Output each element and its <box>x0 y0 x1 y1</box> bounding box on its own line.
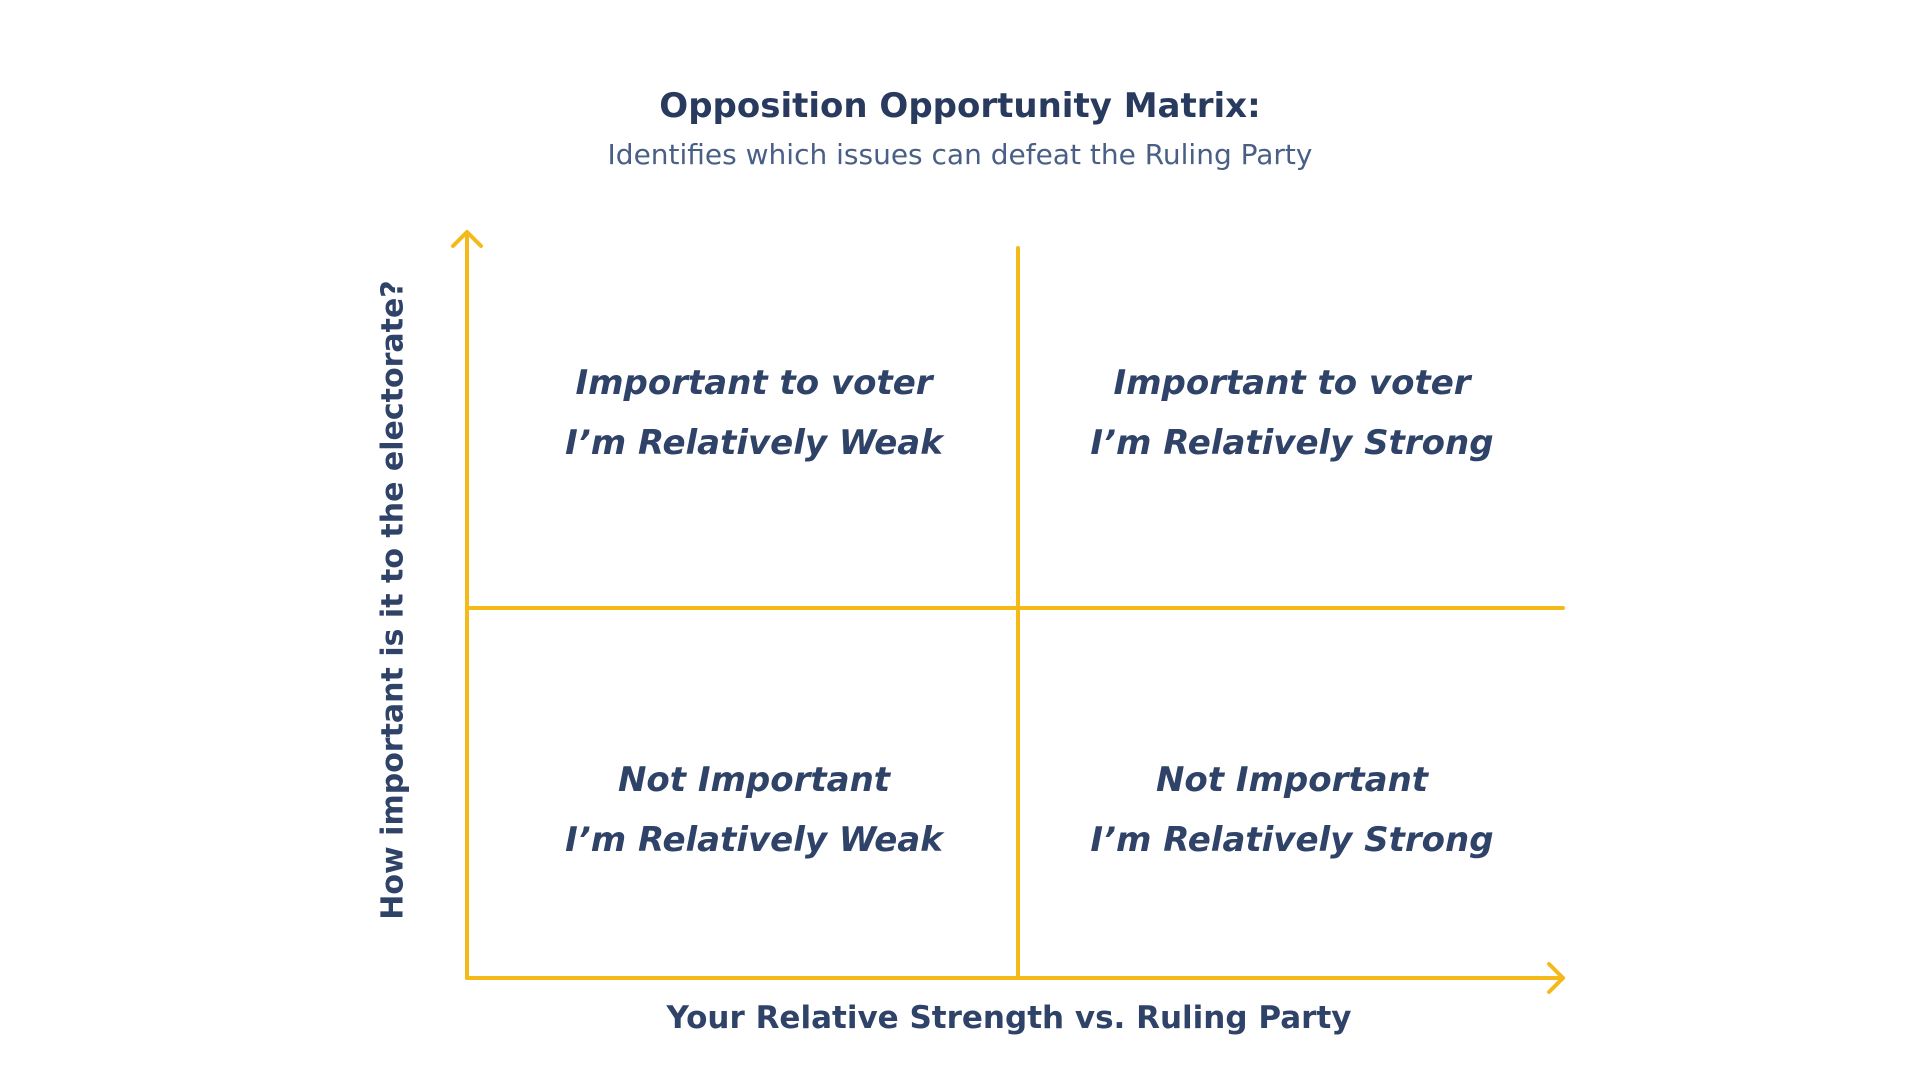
quadrant-line-1: Not Important <box>617 760 891 800</box>
y-axis-arrowhead <box>451 230 483 248</box>
quadrant-bottom-left: Not Important I’m Relatively Weak <box>484 750 1024 870</box>
quadrant-line-2: I’m Relatively Strong <box>1090 423 1494 463</box>
diagram-card <box>160 0 1790 1080</box>
quadrant-line-2: I’m Relatively Weak <box>565 423 943 463</box>
matrix-title: Opposition Opportunity Matrix: <box>659 86 1261 126</box>
x-axis-label: Your Relative Strength vs. Ruling Party <box>666 1000 1352 1036</box>
quadrant-top-right: Important to voter I’m Relatively Strong <box>1022 353 1562 473</box>
quadrant-bottom-right: Not Important I’m Relatively Strong <box>1022 750 1562 870</box>
matrix-subtitle: Identifies which issues can defeat the R… <box>607 138 1313 171</box>
x-axis-arrowhead <box>1547 962 1565 994</box>
quadrant-top-left: Important to voter I’m Relatively Weak <box>484 353 1024 473</box>
quadrant-line-1: Important to voter <box>575 363 933 403</box>
quadrant-line-2: I’m Relatively Weak <box>565 820 943 860</box>
quadrant-line-2: I’m Relatively Strong <box>1090 820 1494 860</box>
quadrant-line-1: Not Important <box>1155 760 1429 800</box>
y-axis-label: How important is it to the electorate? <box>375 280 411 920</box>
quadrant-line-1: Important to voter <box>1113 363 1471 403</box>
